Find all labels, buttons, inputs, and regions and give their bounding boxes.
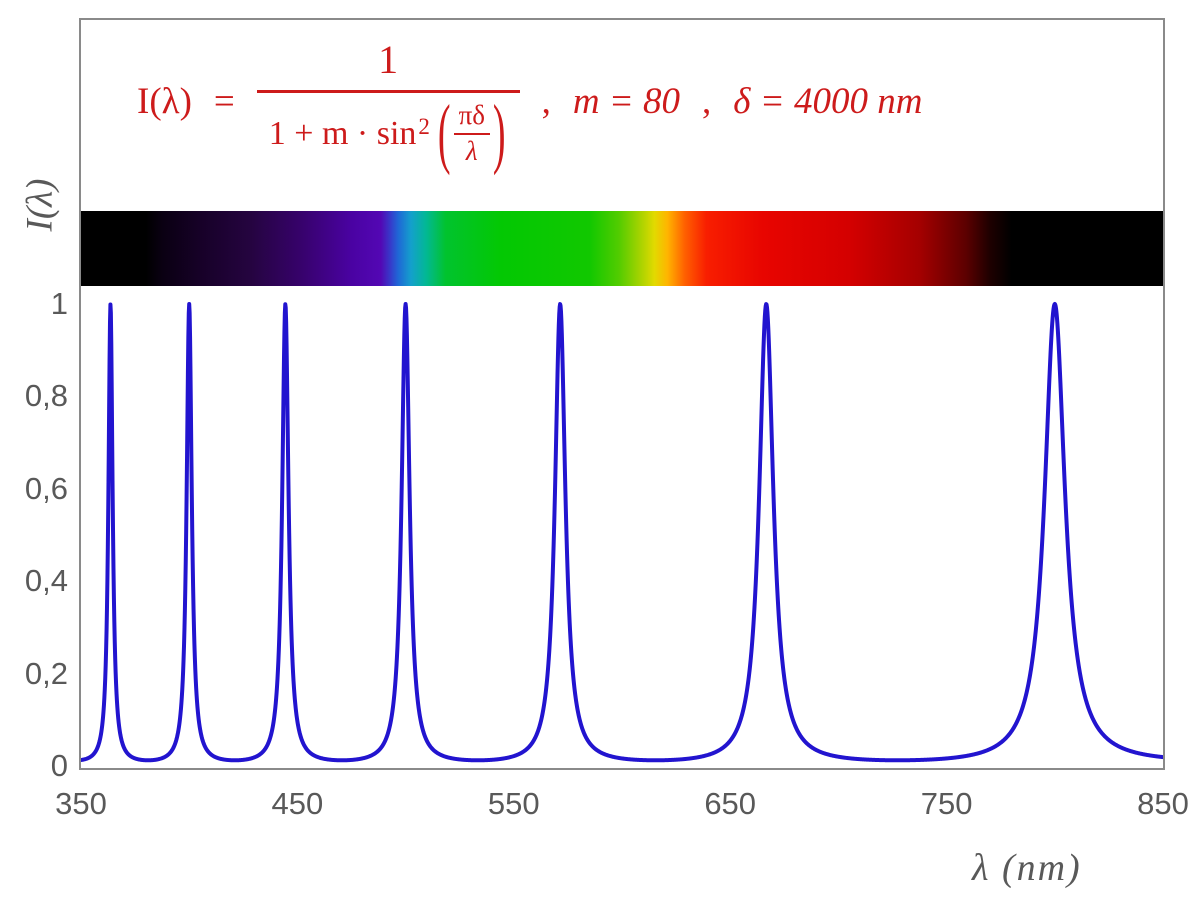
y-tick-label: 0,2 bbox=[24, 655, 68, 691]
plot-area: I(λ) = 1 1 + m · sin 2 ( πδ λ ) , m = 80 … bbox=[79, 18, 1165, 770]
formula-comma-1: , bbox=[541, 80, 551, 122]
x-tick-label: 750 bbox=[920, 786, 973, 821]
formula-denominator: 1 + m · sin 2 ( πδ λ ) bbox=[256, 90, 520, 173]
y-axis-title: I(λ) bbox=[19, 178, 61, 232]
formula-equals: = bbox=[213, 80, 235, 122]
left-paren: ( bbox=[437, 90, 451, 177]
y-tick-label: 0,8 bbox=[24, 378, 68, 414]
x-tick-label: 850 bbox=[1137, 786, 1189, 821]
x-tick-label: 450 bbox=[271, 786, 324, 821]
inner-fraction: πδ λ bbox=[453, 100, 490, 166]
y-tick-label: 0,6 bbox=[24, 470, 68, 506]
x-tick-label: 650 bbox=[704, 786, 757, 821]
y-tick-label: 0,4 bbox=[24, 563, 68, 599]
y-tick-label: 0 bbox=[50, 748, 68, 783]
formula-denominator-text: 1 + m · sin bbox=[268, 114, 417, 152]
inner-fraction-denominator: λ bbox=[465, 135, 478, 166]
visible-spectrum-bar bbox=[81, 211, 1163, 286]
formula-delta-definition: δ = 4000 nm bbox=[733, 80, 923, 122]
formula-numerator: 1 bbox=[378, 37, 399, 82]
formula: I(λ) = 1 1 + m · sin 2 ( πδ λ ) , m = 80 … bbox=[137, 36, 1157, 173]
x-axis-title: λ (nm) bbox=[972, 847, 1082, 889]
right-paren: ) bbox=[492, 90, 506, 177]
formula-fraction: 1 1 + m · sin 2 ( πδ λ ) bbox=[256, 36, 520, 173]
x-tick-label: 350 bbox=[55, 786, 107, 821]
intensity-curve-path bbox=[81, 302, 1163, 763]
y-tick-label: 1 bbox=[50, 286, 68, 321]
formula-comma-2: , bbox=[702, 80, 712, 122]
formula-m-definition: m = 80 bbox=[572, 80, 681, 122]
inner-fraction-numerator: πδ bbox=[453, 100, 490, 135]
formula-lhs: I(λ) bbox=[137, 80, 192, 122]
intensity-curve bbox=[81, 302, 1163, 763]
x-tick-label: 550 bbox=[487, 786, 540, 821]
